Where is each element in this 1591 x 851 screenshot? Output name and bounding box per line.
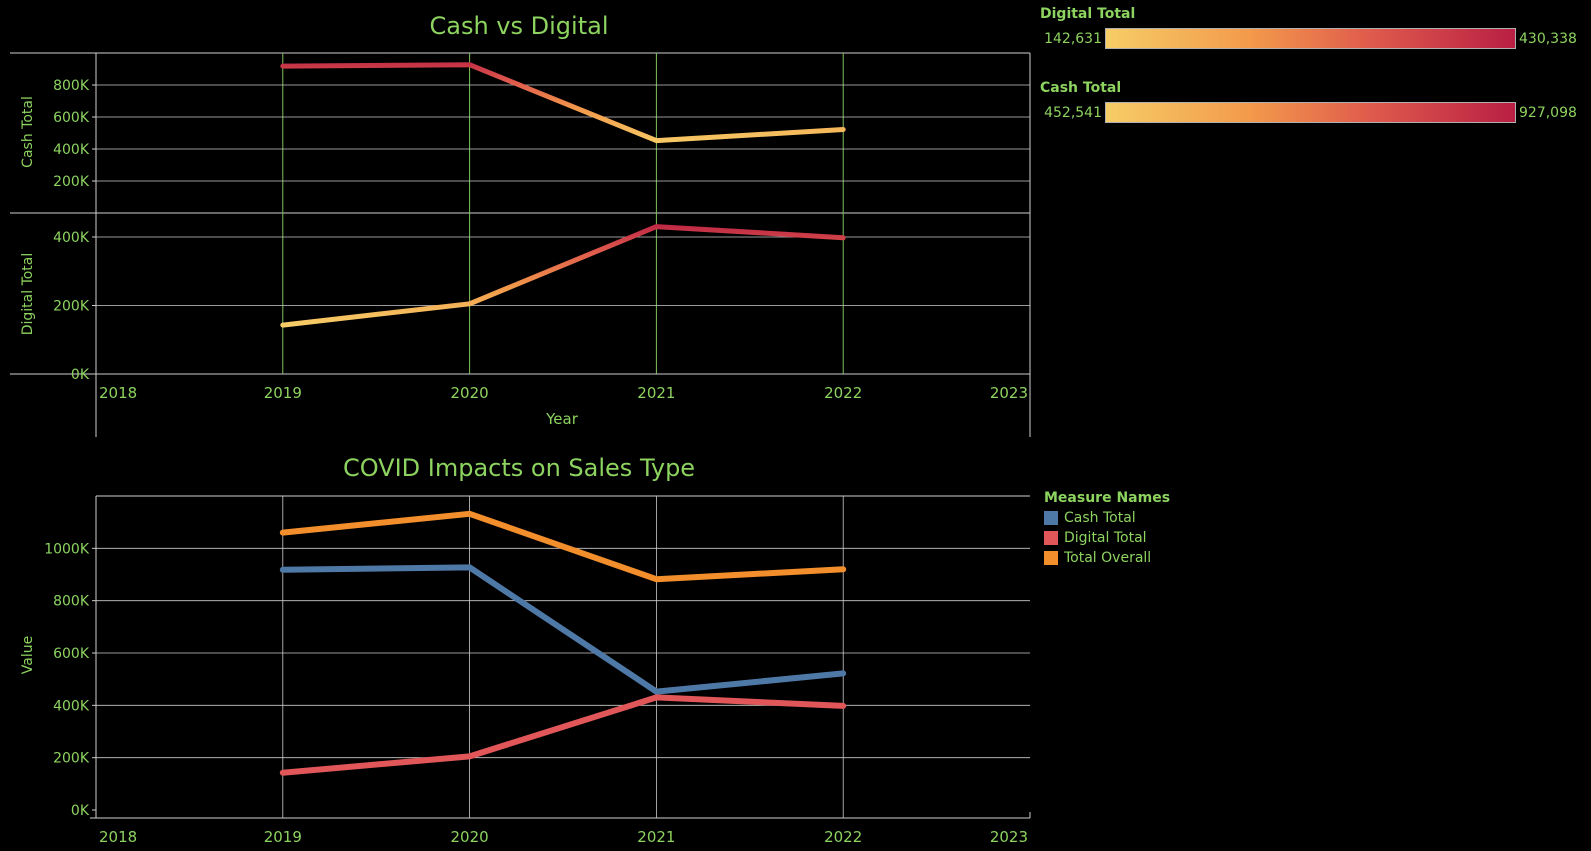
legend-cash-total: Cash Total 452,541 927,098 <box>1040 80 1577 123</box>
x-tick-label: 2018 <box>99 384 137 402</box>
top-chart-x-ticks: 2018 2019 2020 2021 2022 2023 <box>99 384 1028 402</box>
legend-digital-total-scale: 142,631 430,338 <box>1040 28 1577 49</box>
top-chart-y-ticks: 200K 400K 600K 800K 0K 200K 400K <box>53 78 90 383</box>
x-tick-label: 2023 <box>990 384 1028 402</box>
legend-digital-total-min: 142,631 <box>1044 30 1102 47</box>
x-tick-label: 2022 <box>824 828 862 846</box>
legend-cash-total-scale: 452,541 927,098 <box>1040 102 1577 123</box>
legend-digital-total-max: 430,338 <box>1519 30 1577 47</box>
legend-cash-total-min: 452,541 <box>1044 104 1102 121</box>
top-chart-lines <box>280 62 846 328</box>
line-series-digital-total <box>279 694 847 776</box>
line-series-cash-total <box>280 62 846 144</box>
x-tick-label: 2019 <box>264 384 302 402</box>
x-tick-label: 2018 <box>99 828 137 846</box>
legend-digital-total-title: Digital Total <box>1040 6 1136 22</box>
bottom-chart-gridlines <box>92 496 1030 818</box>
y-tick-label: 200K <box>53 174 90 190</box>
legend-digital-total: Digital Total 142,631 430,338 <box>1040 6 1577 49</box>
line-series-cash-total <box>279 564 847 695</box>
y-tick-label: 200K <box>53 298 90 314</box>
legend-swatch-total-overall <box>1044 551 1058 565</box>
bottom-chart-frame <box>90 495 1031 819</box>
legend-item-total-overall[interactable]: Total Overall <box>1044 550 1170 566</box>
y-tick-label: 600K <box>53 110 90 126</box>
legend-cash-total-max: 927,098 <box>1519 104 1577 121</box>
legend-cash-total-title: Cash Total <box>1040 80 1122 96</box>
y-tick-label: 200K <box>53 751 90 767</box>
y-tick-label: 400K <box>53 698 90 714</box>
x-tick-label: 2023 <box>990 828 1028 846</box>
y-tick-label: 0K <box>71 367 90 383</box>
bottom-chart-x-ticks: 2018 2019 2020 2021 2022 2023 <box>99 828 1028 846</box>
legend-item-cash-total[interactable]: Cash Total <box>1044 510 1170 526</box>
x-tick-label: 2021 <box>637 828 675 846</box>
y-tick-label: 600K <box>53 646 90 662</box>
legend-measure-names: Measure Names Cash Total Digital Total T… <box>1044 490 1170 566</box>
top-chart-frame <box>10 52 1031 437</box>
y-axis-label-value: Value <box>20 636 36 674</box>
y-tick-label: 800K <box>53 594 90 610</box>
x-axis-label-year: Year <box>545 410 579 428</box>
y-tick-label: 1000K <box>44 541 90 557</box>
legend-swatch-digital-total <box>1044 531 1058 545</box>
x-tick-label: 2020 <box>451 828 489 846</box>
y-tick-label: 400K <box>53 142 90 158</box>
y-tick-label: 0K <box>71 803 90 819</box>
y-tick-label: 800K <box>53 78 90 94</box>
chart-title-covid-impacts: COVID Impacts on Sales Type <box>343 454 695 482</box>
y-axis-label-cash-total: Cash Total <box>20 96 36 168</box>
y-axis-label-digital-total: Digital Total <box>20 253 36 336</box>
legend-cash-total-gradient <box>1105 102 1516 123</box>
x-tick-label: 2022 <box>824 384 862 402</box>
legend-label-total-overall: Total Overall <box>1064 550 1152 566</box>
x-tick-label: 2019 <box>264 828 302 846</box>
legend-label-cash-total: Cash Total <box>1064 510 1136 526</box>
top-chart-gridlines <box>92 53 1030 375</box>
legend-item-digital-total[interactable]: Digital Total <box>1044 530 1170 546</box>
y-tick-label: 400K <box>53 230 90 246</box>
x-tick-label: 2021 <box>637 384 675 402</box>
legend-measure-names-title: Measure Names <box>1044 490 1171 506</box>
line-series-total-overall <box>279 510 847 583</box>
x-tick-label: 2020 <box>451 384 489 402</box>
line-series-digital-total <box>280 224 846 328</box>
legend-swatch-cash-total <box>1044 511 1058 525</box>
bottom-chart-lines <box>279 510 847 776</box>
chart-title-cash-vs-digital: Cash vs Digital <box>430 12 609 40</box>
legend-label-digital-total: Digital Total <box>1064 530 1147 546</box>
legend-digital-total-gradient <box>1105 28 1516 49</box>
bottom-chart-y-ticks: 0K 200K 400K 600K 800K 1000K <box>44 541 90 819</box>
